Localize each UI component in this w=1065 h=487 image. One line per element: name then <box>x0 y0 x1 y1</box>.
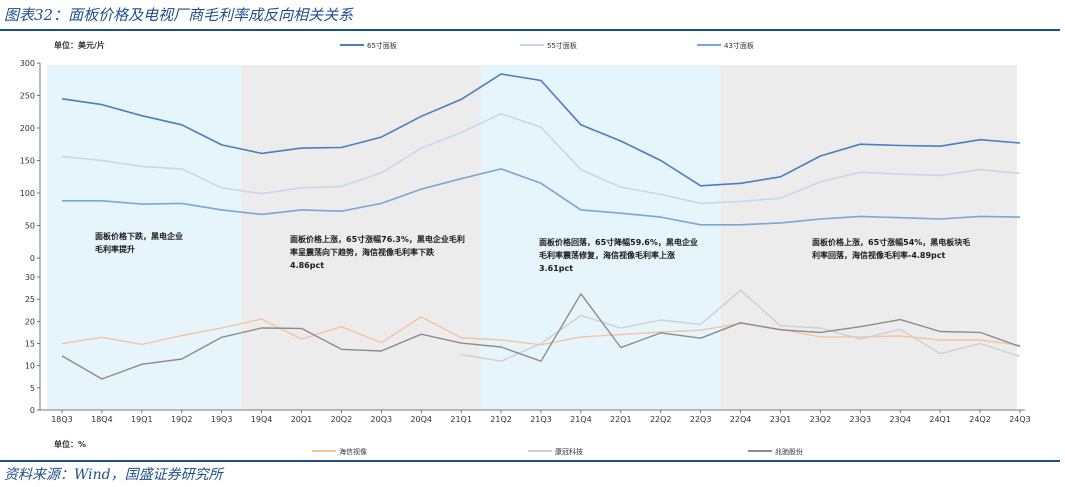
x-tick-label: 23Q1 <box>770 415 792 424</box>
x-tick-label: 20Q1 <box>291 415 313 424</box>
x-tick-label: 22Q2 <box>650 415 672 424</box>
shaded-period-2 <box>241 65 482 410</box>
annotation-1-line-1: 面板价格下跌，黑电企业 <box>95 231 183 241</box>
shaded-period-1 <box>47 65 242 410</box>
shaded-periods <box>47 65 1017 410</box>
annotation-2-line-2: 率呈震荡向下趋势，海信视像毛利率下跌 <box>290 247 435 257</box>
x-tick-label: 22Q4 <box>730 415 752 424</box>
x-tick-label: 22Q1 <box>610 415 632 424</box>
top-legend-label-1: 65寸面板 <box>367 41 397 50</box>
x-tick-label: 19Q4 <box>251 415 273 424</box>
panel-price-series-line-2 <box>61 112 1021 205</box>
panel-price-series-line-3 <box>62 168 1021 226</box>
bottom-legend-label-3: 兆驰股份 <box>775 447 803 456</box>
x-tick-label: 23Q2 <box>810 415 832 424</box>
top-y-tick-label: 150 <box>20 157 35 166</box>
annotation-1-line-2: 毛利率提升 <box>95 244 135 254</box>
annotation-4-line-1: 面板价格上涨，65寸涨幅54%，黑电板块毛 <box>812 237 970 247</box>
annotation-2-line-3: 4.86pct <box>290 261 324 270</box>
x-tick-label: 21Q3 <box>530 415 552 424</box>
bottom-y-tick-label: 30 <box>25 273 35 282</box>
top-y-tick-label: 200 <box>20 124 35 133</box>
x-tick-label: 24Q2 <box>969 415 991 424</box>
annotation-4-line-2: 利率回落，海信视像毛利率-4.89pct <box>811 250 946 260</box>
title-rule <box>0 29 1060 31</box>
annotation-3-line-3: 3.61pct <box>539 264 573 273</box>
figure-title: 图表32：面板价格及电视厂商毛利率成反向相关关系 <box>4 6 354 24</box>
top-y-tick-label: 50 <box>25 222 35 231</box>
bottom-legend-label-2: 康冠科技 <box>555 447 583 456</box>
x-tick-label: 18Q3 <box>51 415 73 424</box>
x-tick-label: 18Q4 <box>91 415 113 424</box>
top-legend-label-2: 55寸面板 <box>547 41 577 50</box>
x-tick-label: 20Q3 <box>371 415 393 424</box>
top-y-tick-label: 100 <box>20 189 35 198</box>
x-tick-label: 24Q3 <box>1009 415 1031 424</box>
top-unit-label: 单位：美元/片 <box>54 40 105 50</box>
bottom-y-tick-label: 5 <box>30 384 35 393</box>
annotation-3-line-2: 毛利率震荡修复，海信视像毛利率上涨 <box>539 250 675 260</box>
chart-canvas: 0 50 100 150 200 250 300 0 5 10 15 20 25 30 18Q3 18Q4 19… <box>20 40 1031 456</box>
source-note: 资料来源：Wind，国盛证券研究所 <box>4 467 223 483</box>
x-tick-label: 21Q1 <box>450 415 472 424</box>
x-tick-label: 23Q4 <box>889 415 911 424</box>
gross-margin-series-line-1 <box>61 316 1021 346</box>
top-y-tick-label: 300 <box>20 59 35 68</box>
x-tick-label: 23Q3 <box>850 415 872 424</box>
bottom-y-tick-label: 25 <box>25 295 35 304</box>
bottom-y-tick-label: 0 <box>30 406 35 415</box>
source-rule <box>0 460 1060 462</box>
x-tick-label: 19Q2 <box>171 415 193 424</box>
x-tick-label: 21Q4 <box>570 415 592 424</box>
annotation-3-line-1: 面板价格回落，65寸降幅59.6%，黑电企业 <box>539 237 698 247</box>
annotation-2-line-1: 面板价格上涨，65寸涨幅76.3%，黑电企业毛利 <box>290 234 465 244</box>
top-y-tick-label: 250 <box>20 92 35 101</box>
x-tick-label: 22Q3 <box>690 415 712 424</box>
top-y-tick-label: 0 <box>30 254 35 263</box>
x-tick-label: 20Q4 <box>410 415 432 424</box>
bottom-y-tick-label: 15 <box>25 340 35 349</box>
bottom-unit-label: 单位：% <box>54 439 86 449</box>
shaded-period-4 <box>720 65 1017 410</box>
panel-price-series-line-1 <box>61 73 1021 187</box>
bottom-y-tick-label: 20 <box>25 317 35 326</box>
x-tick-label: 21Q2 <box>490 415 512 424</box>
x-tick-label: 24Q1 <box>929 415 951 424</box>
series-lines <box>61 73 1021 380</box>
bottom-legend-label-1: 海信视像 <box>339 447 367 456</box>
x-tick-label: 19Q1 <box>131 415 153 424</box>
x-tick-label: 20Q2 <box>331 415 353 424</box>
gross-margin-series-line-2 <box>461 289 1021 362</box>
top-legend-label-3: 43寸面板 <box>724 41 754 50</box>
x-tick-label: 19Q3 <box>211 415 233 424</box>
axes: 0 50 100 150 200 250 300 0 5 10 15 20 25 30 18Q3 18Q4 19… <box>20 59 1031 424</box>
gross-margin-series-line-3 <box>61 293 1021 380</box>
bottom-y-tick-label: 10 <box>25 362 35 371</box>
